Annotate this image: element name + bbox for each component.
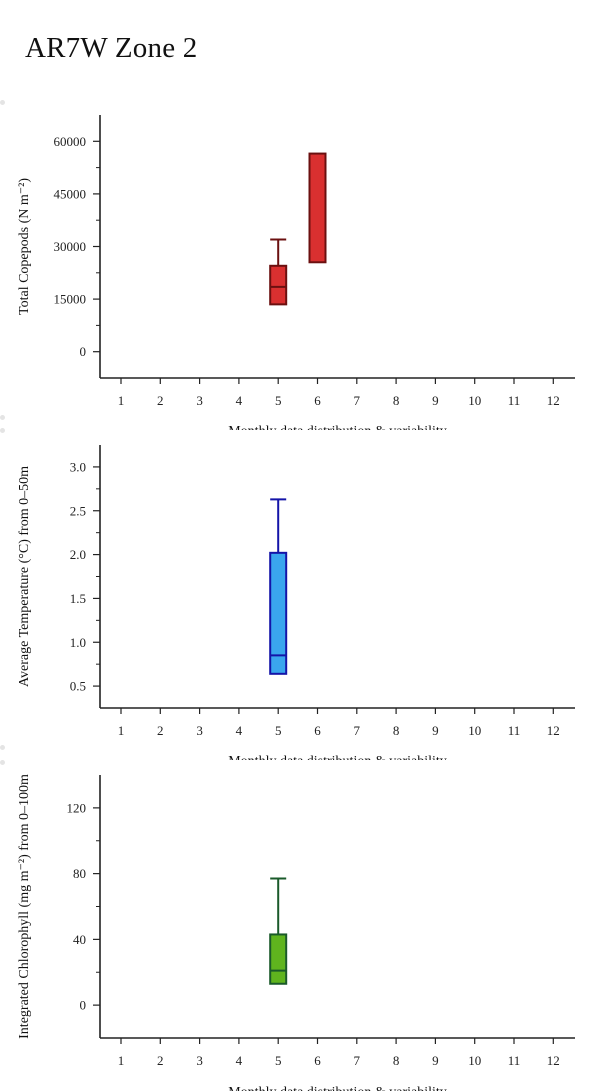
x-tick-label: 5 [275, 723, 282, 738]
x-tick-label: 9 [432, 723, 439, 738]
x-tick-label: 1 [118, 723, 125, 738]
page-title: AR7W Zone 2 [25, 32, 198, 64]
y-tick-label: 60000 [54, 134, 87, 149]
box-body-month-5 [269, 933, 288, 985]
temperature-chart: 0.5 1.0 1.5 2.0 2.5 3.0 1 2 3 4 5 6 7 8 9 10 11 12 Average… [0, 437, 600, 760]
y-tick-label: 0.5 [70, 679, 86, 694]
x-tick-label: 8 [393, 723, 400, 738]
scroll-indicator-dot [0, 100, 5, 105]
x-tick-label: 3 [196, 723, 203, 738]
y-tick-label: 15000 [54, 292, 87, 307]
x-tick-label: 10 [468, 723, 481, 738]
x-tick-label: 3 [196, 393, 203, 408]
x-tick-label: 12 [547, 723, 560, 738]
y-tick-label: 0 [80, 998, 87, 1013]
y-axis-title: Total Copepods (N m⁻²) [17, 178, 32, 315]
box-body-month-5 [269, 264, 288, 306]
x-tick-label: 4 [236, 723, 243, 738]
box-body-month-5 [269, 551, 288, 675]
x-tick-label: 1 [118, 393, 125, 408]
copepods-chart: 0 15000 30000 45000 60000 1 2 3 4 5 6 7 8 9 10 11 12 Tota… [0, 105, 600, 430]
x-tick-label: 11 [508, 393, 521, 408]
x-tick-label: 8 [393, 1053, 400, 1068]
x-axis-title: Monthly data distribution & variability [228, 754, 447, 760]
y-tick-label: 80 [73, 866, 86, 881]
scroll-indicator-dot [0, 745, 5, 750]
y-tick-label: 40 [73, 932, 86, 947]
x-tick-label: 11 [508, 723, 521, 738]
y-tick-label: 120 [67, 800, 87, 815]
x-tick-label: 5 [275, 1053, 282, 1068]
x-tick-label: 12 [547, 1053, 560, 1068]
x-tick-label: 6 [314, 393, 321, 408]
y-tick-label: 3.0 [70, 459, 86, 474]
y-tick-label: 0 [80, 344, 87, 359]
y-tick-label: 2.5 [70, 503, 86, 518]
x-tick-label: 4 [236, 393, 243, 408]
scroll-indicator-dot [0, 428, 5, 433]
y-axis-title: Integrated Chlorophyll (mg m⁻²) from 0–1… [17, 774, 32, 1039]
scroll-indicator-dot [0, 415, 5, 420]
y-axis-title: Average Temperature (°C) from 0–50m [17, 466, 32, 687]
x-axis-title: Monthly data distribution & variability [228, 424, 447, 430]
x-tick-label: 12 [547, 393, 560, 408]
y-tick-label: 1.5 [70, 591, 86, 606]
x-tick-label: 1 [118, 1053, 125, 1068]
x-tick-label: 2 [157, 1053, 164, 1068]
x-tick-label: 10 [468, 1053, 481, 1068]
x-tick-label: 5 [275, 393, 282, 408]
x-tick-label: 11 [508, 1053, 521, 1068]
x-tick-label: 9 [432, 1053, 439, 1068]
x-tick-label: 4 [236, 1053, 243, 1068]
x-tick-label: 8 [393, 393, 400, 408]
x-tick-label: 6 [314, 723, 321, 738]
y-tick-label: 2.0 [70, 547, 86, 562]
y-tick-label: 30000 [54, 239, 87, 254]
x-tick-label: 7 [354, 393, 361, 408]
x-tick-label: 2 [157, 393, 164, 408]
y-tick-label: 1.0 [70, 635, 86, 650]
box-body-month-6 [308, 152, 327, 264]
x-tick-label: 2 [157, 723, 164, 738]
scroll-indicator-dot [0, 760, 5, 765]
temperature-chart-svg: 0.51.01.52.02.53.01 2 3 4 5 6 7 8 9 10 11 12Average… [17, 445, 575, 760]
chlorophyll-chart: 0 40 80 120 1 2 3 4 5 6 7 8 9 10 11 12 Integrated Chloro… [0, 767, 600, 1091]
x-tick-label: 9 [432, 393, 439, 408]
x-tick-label: 3 [196, 1053, 203, 1068]
x-axis-title: Monthly data distribution & variability [228, 1085, 447, 1091]
x-tick-label: 10 [468, 393, 481, 408]
x-tick-label: 7 [354, 1053, 361, 1068]
x-tick-label: 7 [354, 723, 361, 738]
y-tick-label: 45000 [54, 186, 87, 201]
x-tick-label: 6 [314, 1053, 321, 1068]
